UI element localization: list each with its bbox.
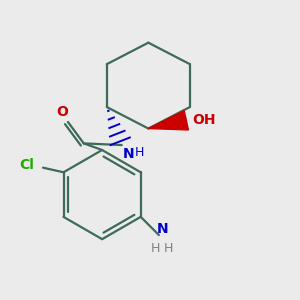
Text: H: H bbox=[164, 242, 173, 255]
Polygon shape bbox=[148, 111, 188, 130]
Text: Cl: Cl bbox=[19, 158, 34, 172]
Text: OH: OH bbox=[192, 112, 216, 127]
Text: N: N bbox=[156, 222, 168, 236]
Text: H: H bbox=[134, 146, 144, 159]
Text: N: N bbox=[122, 147, 134, 161]
Text: O: O bbox=[56, 105, 68, 118]
Text: H: H bbox=[151, 242, 160, 255]
